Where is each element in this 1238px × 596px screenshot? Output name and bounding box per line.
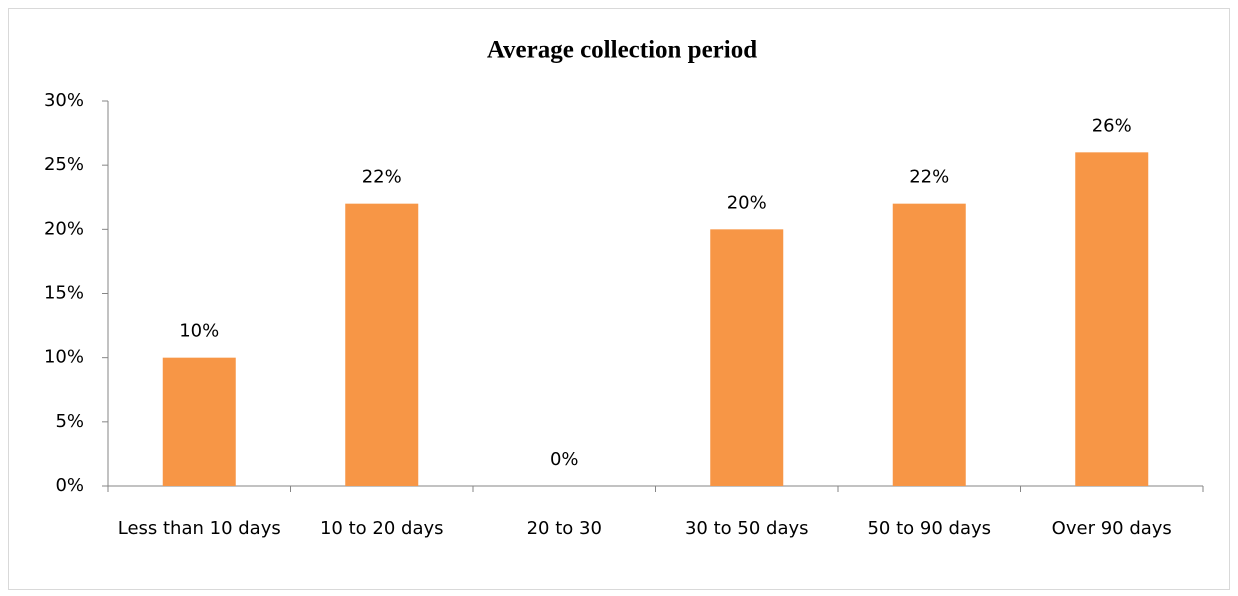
chart-border: [8, 8, 1230, 590]
data-label: 0%: [550, 449, 579, 470]
y-tick-label: 15%: [44, 283, 84, 304]
y-tick-label: 5%: [55, 411, 84, 432]
y-tick-label: 10%: [44, 347, 84, 368]
x-tick-label: 20 to 30: [526, 518, 602, 539]
bar: [162, 357, 236, 486]
data-label: 10%: [179, 321, 219, 342]
data-label: 22%: [909, 167, 949, 188]
data-label: 26%: [1092, 115, 1132, 136]
x-tick-label: 30 to 50 days: [684, 518, 809, 539]
x-tick-label: 10 to 20 days: [319, 518, 444, 539]
data-label: 22%: [362, 167, 402, 188]
bar: [345, 203, 419, 486]
y-tick-label: 0%: [55, 475, 84, 496]
bar: [710, 229, 784, 487]
data-label: 20%: [727, 192, 767, 213]
y-tick-label: 30%: [44, 90, 84, 111]
bar: [1075, 152, 1149, 487]
x-tick-label: Over 90 days: [1051, 518, 1172, 539]
y-tick-label: 25%: [44, 154, 84, 175]
x-tick-label: Less than 10 days: [117, 518, 281, 539]
x-tick-label: 50 to 90 days: [867, 518, 992, 539]
bar: [892, 203, 966, 486]
chart-title: Average collection period: [487, 37, 757, 64]
y-tick-label: 20%: [44, 218, 84, 239]
